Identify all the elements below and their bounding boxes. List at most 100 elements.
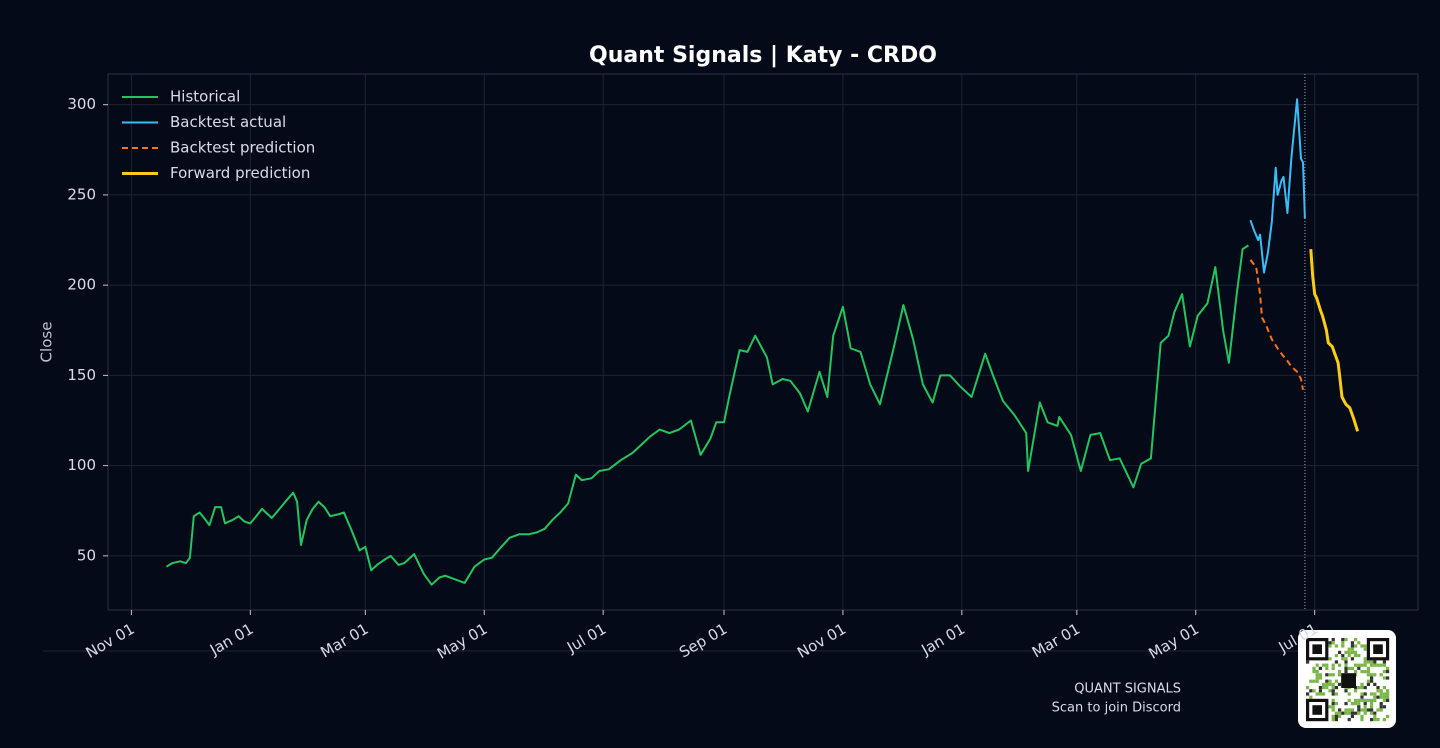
qr-module[interactable] [1322,692,1326,696]
qr-module[interactable] [1370,673,1374,677]
qr-module[interactable] [1315,670,1319,674]
qr-module[interactable] [1318,689,1322,693]
qr-module[interactable] [1328,641,1332,645]
qr-module[interactable] [1331,663,1335,667]
qr-module[interactable] [1379,708,1383,712]
qr-module[interactable] [1382,698,1386,702]
qr-module[interactable] [1312,670,1316,674]
qr-module[interactable] [1334,711,1338,715]
qr-module[interactable] [1338,714,1342,718]
qr-module[interactable] [1386,676,1390,680]
qr-module[interactable] [1350,647,1354,651]
qr-module[interactable] [1331,705,1335,709]
qr-module[interactable] [1382,670,1386,674]
qr-module[interactable] [1347,666,1351,670]
qr-module[interactable] [1344,650,1348,654]
qr-module[interactable] [1315,676,1319,680]
qr-module[interactable] [1325,682,1329,686]
qr-module[interactable] [1373,692,1377,696]
qr-module[interactable] [1350,708,1354,712]
qr-module[interactable] [1357,663,1361,667]
qr-module[interactable] [1373,673,1377,677]
qr-module[interactable] [1357,666,1361,670]
qr-module[interactable] [1360,695,1364,699]
qr-module[interactable] [1363,711,1367,715]
qr-module[interactable] [1363,692,1367,696]
qr-module[interactable] [1350,644,1354,648]
qr-module[interactable] [1379,689,1383,693]
qr-module[interactable] [1386,698,1390,702]
qr-module[interactable] [1328,705,1332,709]
qr-module[interactable] [1360,718,1364,722]
qr-module[interactable] [1306,692,1310,696]
qr-module[interactable] [1347,650,1351,654]
qr-module[interactable] [1373,718,1377,722]
qr-module[interactable] [1379,702,1383,706]
qr-module[interactable] [1344,666,1348,670]
qr-module[interactable] [1347,698,1351,702]
qr-module[interactable] [1379,692,1383,696]
qr-module[interactable] [1347,647,1351,651]
qr-module[interactable] [1386,689,1390,693]
qr-module[interactable] [1357,654,1361,658]
qr-module[interactable] [1322,663,1326,667]
qr-module[interactable] [1344,660,1348,664]
qr-module[interactable] [1379,705,1383,709]
qr-module[interactable] [1341,644,1345,648]
qr-module[interactable] [1350,650,1354,654]
qr-module[interactable] [1328,644,1332,648]
qr-module[interactable] [1370,705,1374,709]
qr-module[interactable] [1386,695,1390,699]
qr-module[interactable] [1331,702,1335,706]
qr-module[interactable] [1334,644,1338,648]
qr-module[interactable] [1363,663,1367,667]
qr-module[interactable] [1366,673,1370,677]
qr-module[interactable] [1379,663,1383,667]
qr-module[interactable] [1318,686,1322,690]
qr-module[interactable] [1354,698,1358,702]
qr-module[interactable] [1370,718,1374,722]
qr-code[interactable] [1298,630,1396,728]
qr-module[interactable] [1370,702,1374,706]
qr-module[interactable] [1318,692,1322,696]
qr-module[interactable] [1357,705,1361,709]
qr-module[interactable] [1357,702,1361,706]
qr-module[interactable] [1354,650,1358,654]
qr-module[interactable] [1370,698,1374,702]
qr-module[interactable] [1386,714,1390,718]
qr-module[interactable] [1350,641,1354,645]
qr-module[interactable] [1318,673,1322,677]
qr-module[interactable] [1322,682,1326,686]
qr-module[interactable] [1366,660,1370,664]
qr-module[interactable] [1376,663,1380,667]
qr-module[interactable] [1331,692,1335,696]
qr-module[interactable] [1344,711,1348,715]
qr-module[interactable] [1331,718,1335,722]
qr-module[interactable] [1334,654,1338,658]
qr-module[interactable] [1354,663,1358,667]
qr-module[interactable] [1334,702,1338,706]
qr-module[interactable] [1386,666,1390,670]
qr-module[interactable] [1363,705,1367,709]
qr-module[interactable] [1354,638,1358,642]
qr-module[interactable] [1354,654,1358,658]
qr-module[interactable] [1363,660,1367,664]
qr-module[interactable] [1379,695,1383,699]
qr-module[interactable] [1363,657,1367,661]
qr-module[interactable] [1325,679,1329,683]
qr-module[interactable] [1315,692,1319,696]
qr-module[interactable] [1347,692,1351,696]
qr-module[interactable] [1382,663,1386,667]
qr-module[interactable] [1309,695,1313,699]
qr-module[interactable] [1334,692,1338,696]
qr-module[interactable] [1338,708,1342,712]
qr-module[interactable] [1366,682,1370,686]
qr-module[interactable] [1373,711,1377,715]
qr-module[interactable] [1360,686,1364,690]
qr-module[interactable] [1325,663,1329,667]
qr-module[interactable] [1360,708,1364,712]
qr-module[interactable] [1331,689,1335,693]
qr-module[interactable] [1373,714,1377,718]
qr-module[interactable] [1338,682,1342,686]
qr-module[interactable] [1322,686,1326,690]
